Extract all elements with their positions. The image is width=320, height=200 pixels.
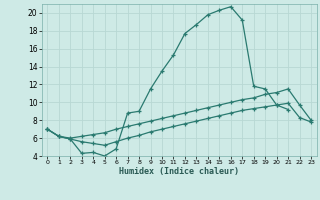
X-axis label: Humidex (Indice chaleur): Humidex (Indice chaleur) [119, 167, 239, 176]
